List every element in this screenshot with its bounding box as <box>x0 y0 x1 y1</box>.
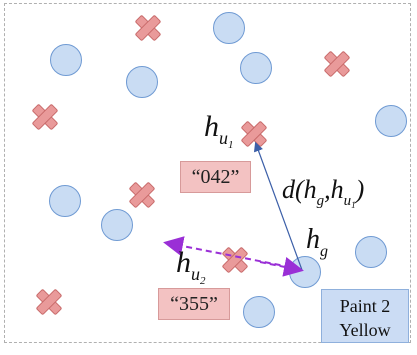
blue-circle <box>101 209 133 241</box>
hg-label: hg <box>306 224 328 261</box>
dashed-arrow-back <box>259 257 304 277</box>
blue-circle <box>240 52 272 84</box>
hu1-label: hu1 <box>204 110 234 152</box>
code-box-042: “042” <box>180 161 251 193</box>
distance-arrow <box>253 141 303 271</box>
blue-circle <box>355 236 387 268</box>
paint-instruction-box: Paint 2 Yellow <box>321 289 409 343</box>
dashed-frame <box>4 3 411 343</box>
blue-circle <box>49 185 81 217</box>
blue-circle <box>243 296 275 328</box>
hu2-label: hu2 <box>176 246 206 288</box>
paint-line-1: Paint 2 <box>339 296 391 316</box>
blue-circle <box>213 12 245 44</box>
blue-circle <box>375 105 407 137</box>
blue-circle <box>126 66 158 98</box>
paint-line-2: Yellow <box>339 320 391 340</box>
dashed-arrow <box>163 236 301 270</box>
distance-label: d(hg,hu1) <box>282 175 365 210</box>
code-box-355: “355” <box>158 288 230 320</box>
blue-circle <box>50 44 82 76</box>
